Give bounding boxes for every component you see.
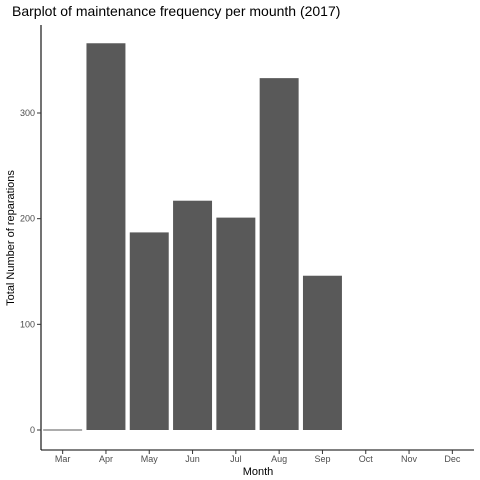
bars-group [43, 43, 342, 431]
x-tick-label-nov: Nov [401, 454, 418, 464]
bar-aug [259, 78, 299, 430]
x-tick-label-jun: Jun [185, 454, 200, 464]
y-tick-label-0: 0 [30, 425, 35, 435]
x-tick-label-apr: Apr [99, 454, 113, 464]
y-tick-label-300: 300 [20, 108, 35, 118]
x-tick-label-may: May [141, 454, 159, 464]
x-tick-label-oct: Oct [359, 454, 374, 464]
bar-jun [173, 200, 213, 430]
x-tick-label-dec: Dec [444, 454, 461, 464]
x-tick-label-mar: Mar [55, 454, 71, 464]
x-ticks-group: Mar Apr May Jun Jul Aug Sep Oct Nov Dec [55, 450, 461, 464]
y-ticks-group: 0 100 200 300 [20, 108, 41, 435]
x-tick-label-aug: Aug [271, 454, 287, 464]
chart-title: Barplot of maintenance frequency per mou… [12, 3, 340, 19]
y-tick-label-200: 200 [20, 214, 35, 224]
x-axis-title: Month [243, 466, 274, 478]
y-tick-label-100: 100 [20, 319, 35, 329]
x-tick-label-sep: Sep [314, 454, 330, 464]
bar-apr [86, 43, 126, 430]
bar-sep [302, 275, 342, 430]
bar-jul [216, 217, 256, 430]
x-tick-label-jul: Jul [230, 454, 242, 464]
bar-may [129, 232, 169, 430]
y-axis-title: Total Number of reparations [5, 170, 17, 306]
